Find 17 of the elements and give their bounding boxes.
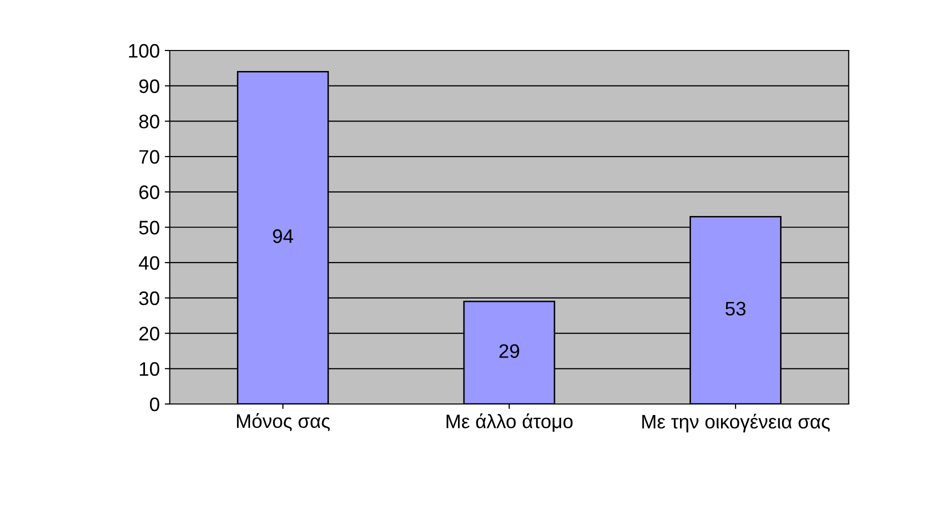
x-tick-label: Μόνος σας xyxy=(237,413,330,432)
y-tick-label: 90 xyxy=(139,79,160,94)
y-tick-label: 40 xyxy=(138,256,160,270)
y-tick-label: 10 xyxy=(140,362,160,376)
x-tick-label: Με την οικογένεια σας xyxy=(642,414,830,432)
data-label: 53 xyxy=(726,302,746,316)
y-tick-label: 100 xyxy=(129,44,160,58)
y-tick-label: 80 xyxy=(139,114,160,128)
data-label: 29 xyxy=(499,344,520,358)
y-tick-label: 50 xyxy=(139,220,160,234)
data-label: 94 xyxy=(273,229,294,244)
y-tick-label: 0 xyxy=(150,397,160,412)
y-tick-label: 30 xyxy=(139,291,160,306)
x-tick-label: Με άλλο άτομο xyxy=(446,413,573,432)
y-tick-label: 70 xyxy=(139,150,160,164)
y-tick-label: 60 xyxy=(139,185,160,200)
y-tick-label: 20 xyxy=(139,326,160,341)
